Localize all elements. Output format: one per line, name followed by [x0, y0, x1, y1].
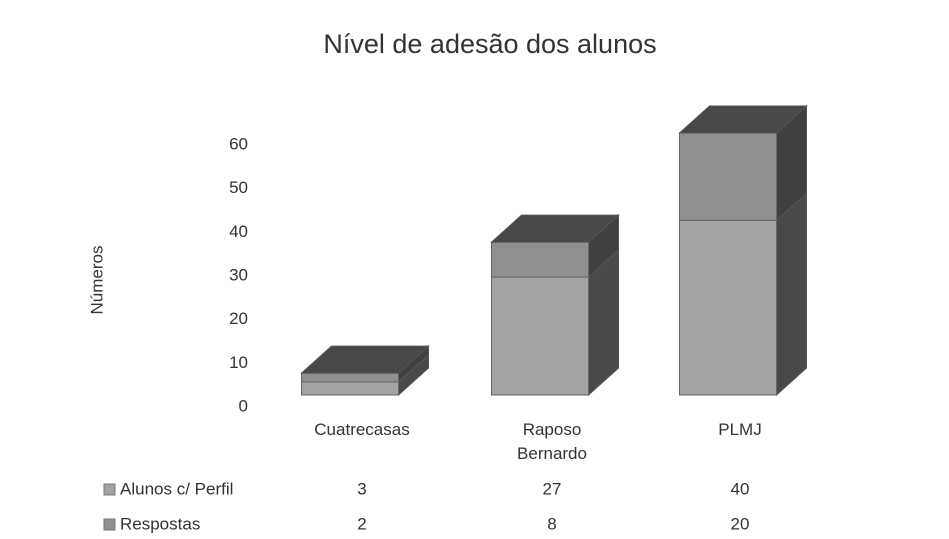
legend-label: Respostas [120, 514, 200, 533]
bar-front [679, 219, 777, 396]
y-tick-label: 40 [229, 222, 248, 241]
y-tick-label: 50 [229, 178, 248, 197]
bar-front [301, 381, 399, 396]
y-tick-label: 20 [229, 309, 248, 328]
y-tick-label: 0 [239, 396, 248, 415]
bar-top [300, 345, 430, 374]
bar-segment [491, 248, 619, 397]
table-cell: 20 [731, 514, 750, 533]
table-cell: 2 [357, 514, 366, 533]
bar-top [490, 214, 620, 243]
bar-front [491, 276, 589, 396]
bar-segment [679, 192, 807, 397]
bar-front [679, 132, 777, 221]
table-cell: 40 [731, 479, 750, 498]
table-cell: 27 [543, 479, 562, 498]
bar-side [776, 192, 807, 397]
y-tick-label: 10 [229, 353, 248, 372]
x-tick-label: Raposo Bernardo [517, 420, 587, 463]
bar-segment [678, 104, 808, 222]
bar-segment [490, 214, 620, 279]
legend-key [103, 483, 116, 496]
table-cell: 8 [547, 514, 556, 533]
legend-key [103, 518, 116, 531]
legend-label: Alunos c/ Perfil [120, 479, 233, 498]
bar-segment [300, 345, 430, 384]
x-tick-label: Cuatrecasas [314, 420, 410, 439]
table-cell: 3 [357, 479, 366, 498]
bar-top [678, 105, 808, 134]
chart-title: Nível de adesão dos alunos [323, 29, 656, 59]
y-axis-title: Números [87, 246, 106, 315]
x-tick-label: PLMJ [718, 420, 762, 439]
bar-front [301, 372, 399, 383]
y-tick-label: 30 [229, 265, 248, 284]
bar-front [491, 241, 589, 278]
y-tick-label: 60 [229, 134, 248, 153]
